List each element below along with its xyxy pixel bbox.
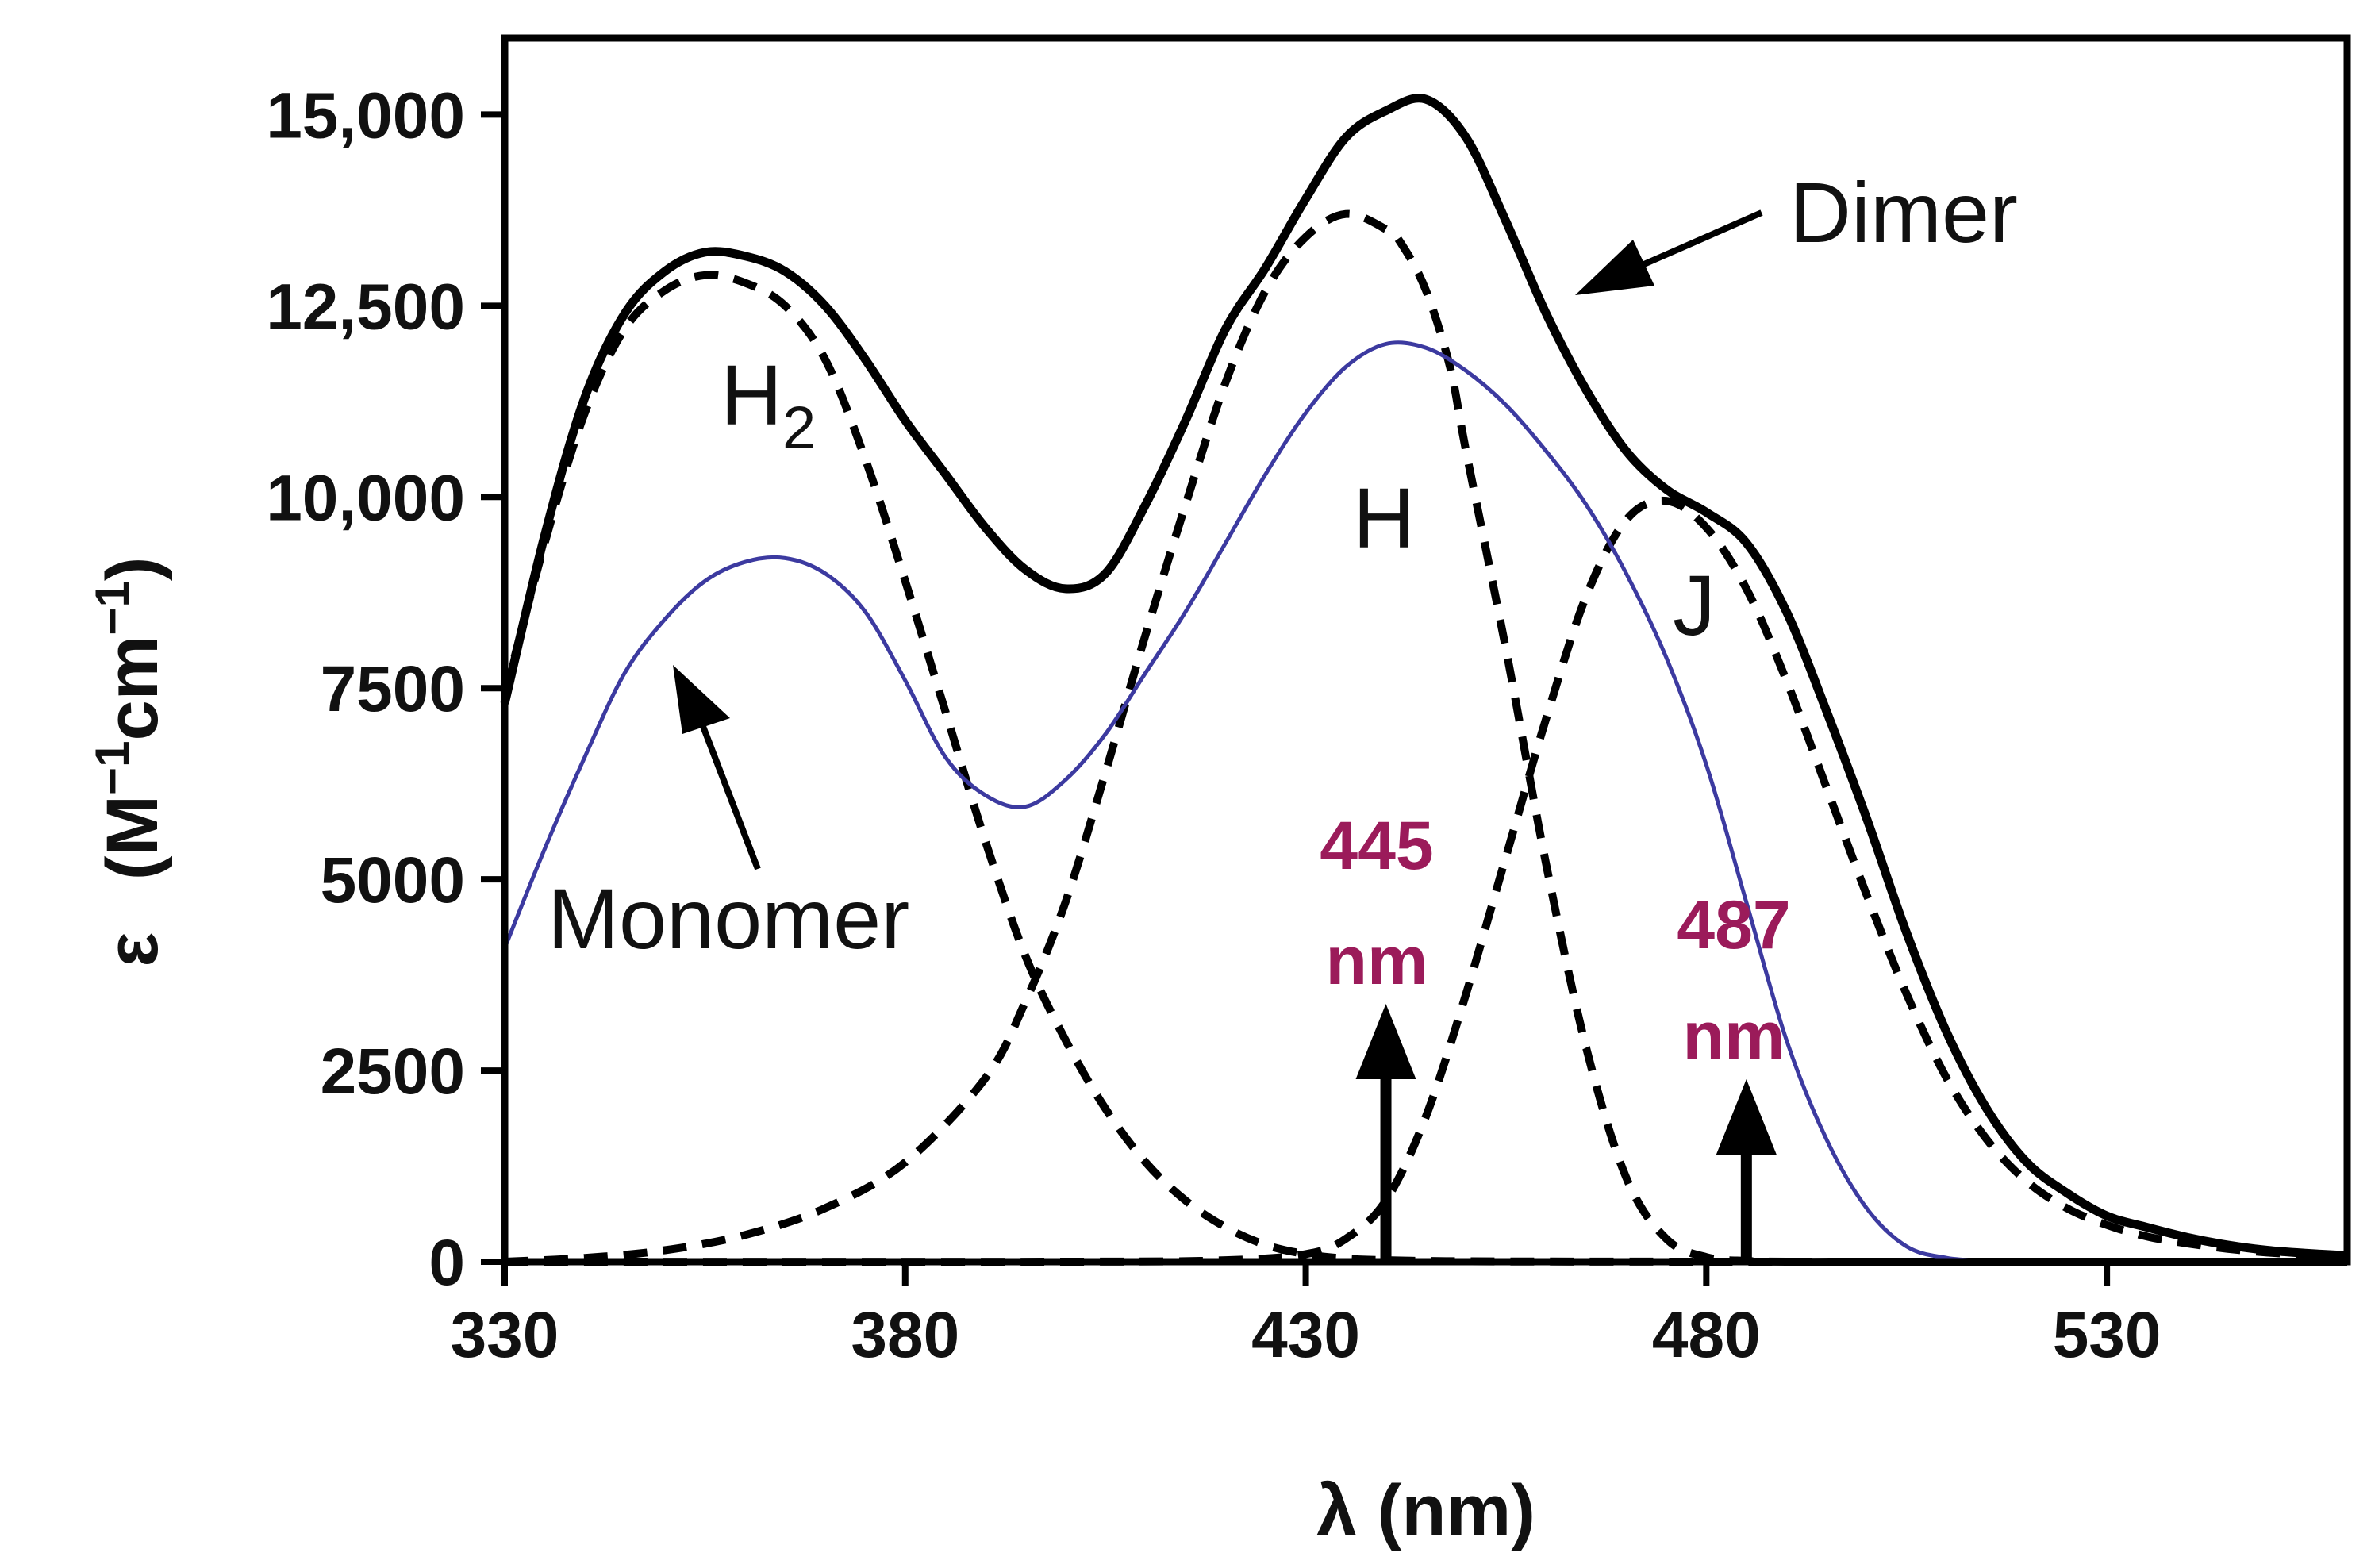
y-axis-title-unit: (M: [92, 795, 173, 880]
series-line-dimer: [500, 94, 2348, 1260]
y-tick-label: 5000: [321, 844, 465, 917]
x-axis-title: λ (nm): [1316, 1470, 1535, 1551]
series-line-h: [504, 209, 2347, 1266]
y-tick-label: 7500: [321, 653, 465, 725]
marker-445-unit: nm: [1326, 923, 1428, 999]
y-axis-title-close: ): [92, 557, 173, 582]
y-axis-title-symbol: ε: [92, 932, 173, 967]
y-tick-label: 0: [428, 1227, 465, 1299]
plot-frame: [501, 34, 2351, 1266]
series-line-j: [504, 496, 2348, 1266]
monomer-arrow-head: [673, 665, 730, 734]
y-tick-label: 12,500: [266, 271, 465, 343]
marker-487-arrow-head: [1716, 1079, 1777, 1155]
x-tick-label: 330: [451, 1299, 559, 1371]
marker-487-value: 487: [1677, 887, 1791, 963]
monomer-label: Monomer: [548, 870, 909, 967]
dimer-label: Dimer: [1789, 164, 2018, 260]
ticks-layer: 330 380 430 480 530 0 2500 5000 7500 10,000 12,500…: [266, 79, 2161, 1371]
series-line-monomer: [502, 340, 2027, 1264]
h2-label: H2: [721, 347, 816, 462]
dimer-arrow-head: [1575, 240, 1654, 295]
y-axis-title: ε (M−1cm−1): [86, 557, 173, 967]
y-axis-title-sup2: −1: [86, 581, 139, 635]
j-label: J: [1673, 557, 1716, 653]
x-tick-label: 430: [1251, 1299, 1360, 1371]
x-tick-label: 530: [2053, 1299, 2162, 1371]
y-tick-label: 2500: [321, 1036, 465, 1108]
x-tick-label: 480: [1652, 1299, 1761, 1371]
marker-487-unit: nm: [1683, 998, 1785, 1074]
y-tick-label: 15,000: [266, 79, 465, 152]
marker-arrows: [1355, 1004, 1777, 1260]
h-label: H: [1353, 470, 1415, 566]
y-tick-label: 10,000: [266, 462, 465, 534]
dimer-arrow-shaft: [1637, 209, 1763, 270]
x-tick-label: 380: [851, 1299, 959, 1371]
monomer-arrow-shaft: [697, 717, 761, 870]
marker-445-value: 445: [1320, 808, 1434, 884]
y-axis-title-cm: cm: [92, 636, 173, 741]
marker-445-arrow-head: [1355, 1004, 1416, 1079]
series-layer: [500, 94, 2348, 1266]
svg-text:ε (M−1cm−1): ε (M−1cm−1): [86, 557, 173, 967]
y-axis-title-sup1: −1: [86, 741, 139, 795]
